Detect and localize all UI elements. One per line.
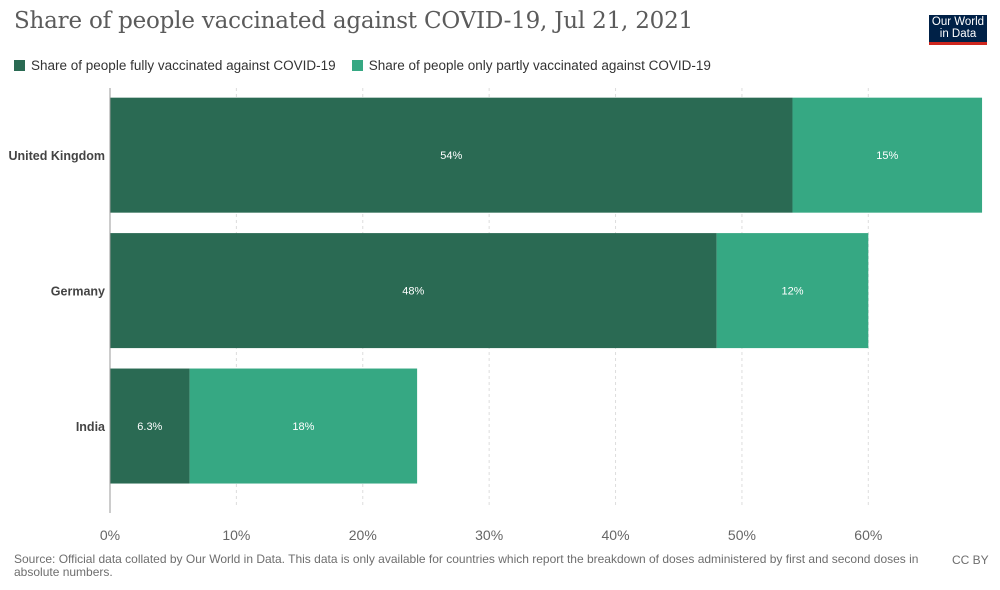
data-label: 18% (292, 421, 314, 433)
data-label: 6.3% (137, 421, 162, 433)
bar-segment-fully (110, 233, 717, 349)
logo-line-2: in Data (939, 28, 977, 40)
owid-logo[interactable]: Our World in Data (929, 15, 987, 45)
legend-swatch-partly (351, 60, 363, 71)
category-label: Germany (51, 285, 105, 299)
x-tick-label: 0% (100, 527, 120, 543)
x-tick-label: 10% (222, 527, 250, 543)
legend-item-fully[interactable]: Share of people fully vaccinated against… (14, 58, 336, 73)
legend-label-fully: Share of people fully vaccinated against… (31, 58, 336, 73)
legend: Share of people fully vaccinated against… (14, 58, 727, 73)
category-label: India (76, 420, 106, 434)
legend-item-partly[interactable]: Share of people only partly vaccinated a… (351, 58, 711, 73)
x-tick-label: 50% (728, 527, 756, 543)
logo-line-1: Our World (931, 16, 985, 28)
license-link[interactable]: CC BY (952, 553, 989, 567)
data-label: 48% (402, 286, 424, 298)
legend-label-partly: Share of people only partly vaccinated a… (368, 58, 711, 73)
source-note: Source: Official data collated by Our Wo… (14, 552, 919, 579)
data-label: 12% (781, 286, 803, 298)
x-tick-label: 40% (602, 527, 630, 543)
bar-segment-partly (189, 368, 418, 484)
category-label: United Kingdom (8, 149, 105, 163)
x-tick-label: 20% (349, 527, 377, 543)
bar-chart: United Kingdom 54% 15% Germany 48% 12% India 6.… (8, 88, 983, 543)
bar-segment-fully (110, 97, 793, 213)
chart-title: Share of people vaccinated against COVID… (14, 8, 693, 34)
data-label: 15% (876, 150, 898, 162)
x-tick-label: 60% (854, 527, 882, 543)
legend-swatch-fully (14, 60, 25, 71)
bar-segment-partly (716, 233, 869, 349)
x-tick-label: 30% (475, 527, 503, 543)
data-label: 54% (440, 150, 462, 162)
bar-segment-fully (110, 368, 190, 484)
bar-segment-partly (792, 97, 983, 213)
